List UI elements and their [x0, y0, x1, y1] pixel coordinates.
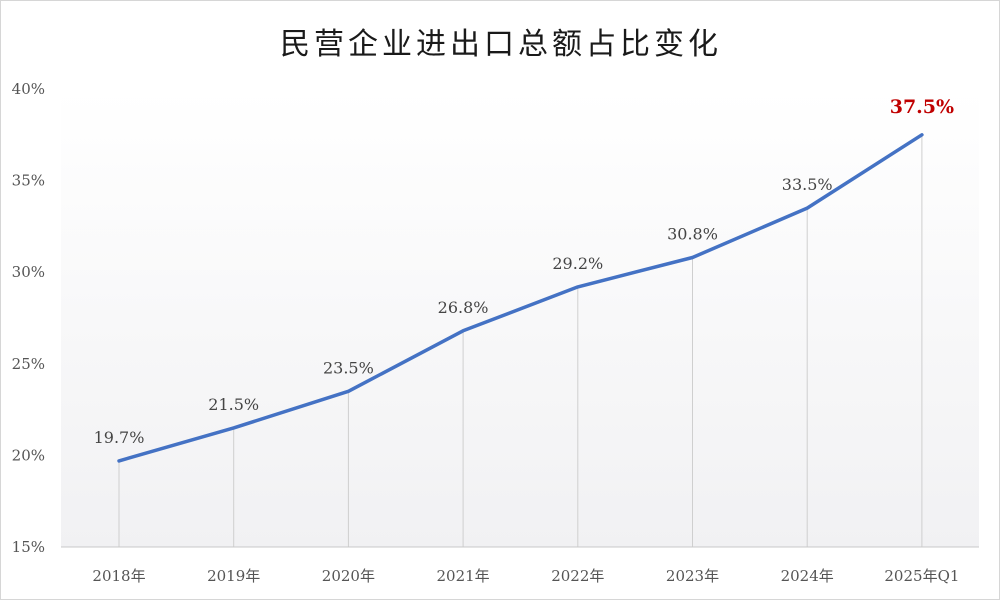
- y-tick-label: 15%: [12, 538, 45, 556]
- x-tick-label: 2018年: [92, 567, 145, 585]
- x-tick-label: 2019年: [207, 567, 260, 585]
- data-label: 29.2%: [552, 254, 603, 273]
- x-tick-label: 2025年Q1: [884, 567, 959, 585]
- y-tick-label: 30%: [12, 263, 45, 281]
- x-tick-label: 2023年: [666, 567, 719, 585]
- data-label: 37.5%: [890, 96, 954, 118]
- drop-lines: [118, 134, 923, 547]
- data-labels: 19.7% 21.5% 23.5% 26.8% 29.2% 30.8% 33.5% 37.5%: [94, 96, 954, 447]
- data-label: 21.5%: [208, 395, 259, 414]
- x-tick-label: 2022年: [551, 567, 604, 585]
- data-label: 26.8%: [438, 298, 489, 317]
- x-tick-label: 2024年: [781, 567, 834, 585]
- chart-title: 民营企业进出口总额占比变化: [280, 27, 722, 62]
- data-label: 23.5%: [323, 358, 374, 377]
- series-line: [117, 133, 924, 463]
- data-label: 33.5%: [782, 175, 833, 194]
- plot-area: [61, 89, 979, 547]
- data-label: 19.7%: [94, 428, 145, 447]
- data-label: 30.8%: [667, 225, 718, 244]
- y-tick-label: 40%: [12, 80, 45, 98]
- y-tick-label: 35%: [12, 172, 45, 190]
- x-tick-labels: 2018年 2019年 2020年 2021年 2022年 2023年 2024年 2025年…: [92, 567, 959, 585]
- x-tick-label: 2021年: [437, 567, 490, 585]
- y-tick-labels: 15% 20% 25% 30% 35% 40%: [12, 80, 45, 556]
- y-tick-label: 25%: [12, 355, 45, 373]
- x-tick-label: 2020年: [322, 567, 375, 585]
- y-tick-label: 20%: [12, 446, 45, 464]
